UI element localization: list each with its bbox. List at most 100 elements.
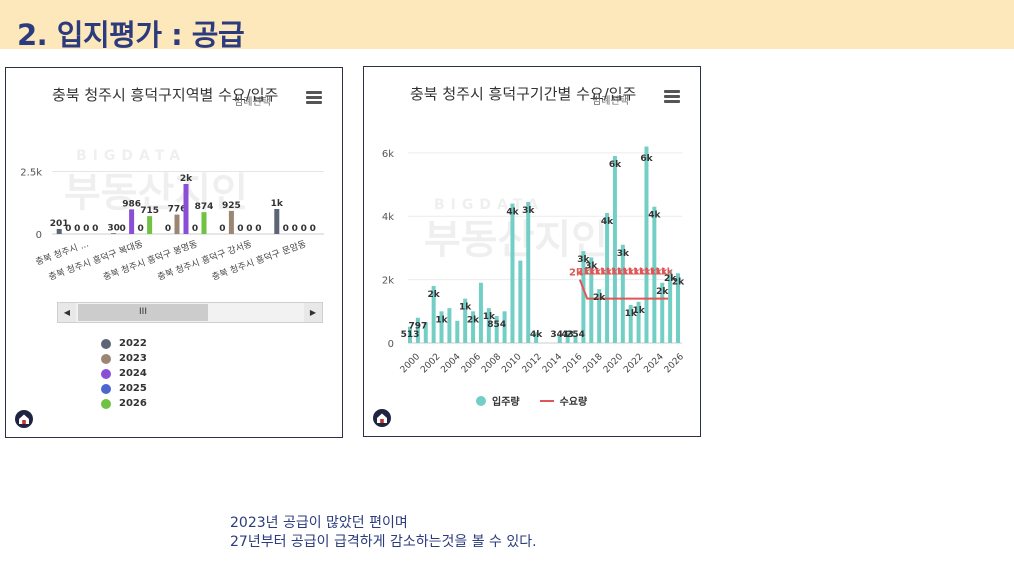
legend-select-label: 범례선택 xyxy=(592,96,629,107)
supply-data-label: 1k xyxy=(625,309,638,319)
legend-item-2022[interactable]: 2022 xyxy=(101,336,147,351)
supply-data-label: 4k xyxy=(506,208,519,218)
legend-item-2026[interactable]: 2026 xyxy=(101,396,147,411)
supply-bar xyxy=(620,244,625,343)
bar-data-label: 1k xyxy=(271,199,284,209)
bar-data-label: 874 xyxy=(195,202,214,212)
regional-chart-panel: BIGDATA 부동산지인 충북 청주시 흥덕구지역별 수요/입주 범례선택 2… xyxy=(5,67,343,438)
legend-dot xyxy=(101,383,111,394)
supply-data-label: 4k xyxy=(530,330,543,340)
scroll-left-button[interactable]: ◀ xyxy=(58,303,76,322)
bar-data-label: 715 xyxy=(140,206,159,216)
supply-bar xyxy=(486,308,491,343)
supply-data-label: 6k xyxy=(609,160,622,170)
category-label: 충북 청주시 흥덕구 봉명동 xyxy=(101,238,199,283)
demand-data-label: 1k xyxy=(633,268,646,278)
supply-bar xyxy=(518,260,523,343)
supply-data-label: 4k xyxy=(648,211,661,221)
supply-data-label: 43 xyxy=(561,330,574,340)
supply-bar xyxy=(478,282,483,343)
supply-bar xyxy=(652,206,657,343)
supply-bar xyxy=(471,311,476,343)
chart-menu-icon[interactable] xyxy=(664,90,680,103)
supply-data-label: 6k xyxy=(640,154,653,164)
legend-label: 2023 xyxy=(119,353,147,364)
bar-data-label: 0 xyxy=(237,224,243,234)
legend-label: 2022 xyxy=(119,338,147,349)
demand-legend-line xyxy=(539,399,554,402)
y-tick-label: 2.5k xyxy=(20,168,42,179)
demand-data-label: 1k xyxy=(638,268,651,278)
supply-bar xyxy=(439,311,444,343)
bar-2024 xyxy=(129,209,135,234)
legend-item-supply[interactable]: 입주량 xyxy=(476,393,520,408)
bar-data-label: 776 xyxy=(168,205,187,215)
supply-bar xyxy=(612,156,617,343)
bar-data-label: 0 xyxy=(246,224,252,234)
y-tick-label: 2k xyxy=(382,276,394,287)
legend-dot xyxy=(101,368,111,379)
legend-item-2024[interactable]: 2024 xyxy=(101,366,147,381)
supply-bar xyxy=(526,201,531,343)
legend-dot xyxy=(101,353,111,364)
demand-data-label: 1k xyxy=(627,268,640,278)
x-tick-label: 2010 xyxy=(500,352,523,375)
demand-data-label: 1k xyxy=(616,268,629,278)
x-tick-label: 2002 xyxy=(419,352,442,375)
legend-dot xyxy=(101,338,111,349)
supply-data-label: 1k xyxy=(435,315,448,325)
chart-title: 충북 청주시 흥덕구지역별 수요/입주 xyxy=(52,86,279,104)
legend-label: 2026 xyxy=(119,398,147,409)
chart-menu-icon[interactable] xyxy=(306,91,322,104)
x-tick-label: 2006 xyxy=(460,352,483,375)
supply-bar xyxy=(644,146,649,343)
supply-bar xyxy=(423,322,428,343)
bar-2023 xyxy=(174,214,180,234)
legend-label: 2024 xyxy=(119,368,147,379)
supply-data-label: 2k xyxy=(664,274,677,284)
category-label: 충북 청주시 흥덕구 복대동 xyxy=(47,238,145,283)
demand-data-label: 1k xyxy=(660,268,673,278)
bar-2022 xyxy=(274,209,280,234)
supply-bar xyxy=(447,308,452,343)
bar-data-label: 0 xyxy=(65,224,71,234)
demand-data-label: 1k xyxy=(583,268,596,278)
supply-data-label: 797 xyxy=(408,322,427,332)
supply-bar xyxy=(589,257,594,343)
category-label: 충북 청주시 흥덕구 문암동 xyxy=(210,238,308,283)
y-tick-label: 0 xyxy=(36,230,42,241)
x-tick-label: 2016 xyxy=(561,352,584,375)
demand-data-label: 1k xyxy=(622,268,635,278)
demand-data-label: 1k xyxy=(644,268,657,278)
period-chart-panel: BIGDATA 부동산지인 충북 청주시 흥덕구기간별 수요/입주 범례선택 0… xyxy=(363,66,701,437)
chart-title: 충북 청주시 흥덕구기간별 수요/입주 xyxy=(410,85,637,103)
legend-item-2023[interactable]: 2023 xyxy=(101,351,147,366)
legend-select-label: 범례선택 xyxy=(234,97,271,108)
legend-item-2025[interactable]: 2025 xyxy=(101,381,147,396)
x-tick-label: 2024 xyxy=(642,352,665,375)
demand-data-label: 1k xyxy=(594,268,607,278)
bar-2026 xyxy=(147,216,153,234)
bar-2024 xyxy=(183,184,189,234)
supply-bar xyxy=(605,213,610,343)
page-title: 2. 입지평가 : 공급 xyxy=(17,18,245,52)
legend-item-demand[interactable]: 수요량 xyxy=(539,393,587,408)
supply-bar xyxy=(463,298,468,343)
supply-data-label: 254 xyxy=(566,330,585,340)
x-tick-label: 2008 xyxy=(480,352,503,375)
scroll-thumb[interactable]: III xyxy=(78,304,208,321)
supply-bar xyxy=(565,332,570,343)
supply-data-label: 341 xyxy=(550,330,569,340)
supply-bar xyxy=(597,289,602,343)
supply-data-label: 854 xyxy=(487,320,506,330)
x-tick-label: 2004 xyxy=(439,352,462,375)
scroll-right-button[interactable]: ▶ xyxy=(304,303,322,322)
bar-2022 xyxy=(56,228,62,234)
bar-data-label: 201 xyxy=(50,219,69,229)
bar-2022 xyxy=(111,233,117,234)
supply-bar xyxy=(431,285,436,343)
supply-bar xyxy=(660,282,665,343)
bar-data-label: 0 xyxy=(192,224,198,234)
category-scrollbar[interactable]: ◀ III ▶ xyxy=(57,302,323,323)
x-tick-label: 2026 xyxy=(663,352,686,375)
